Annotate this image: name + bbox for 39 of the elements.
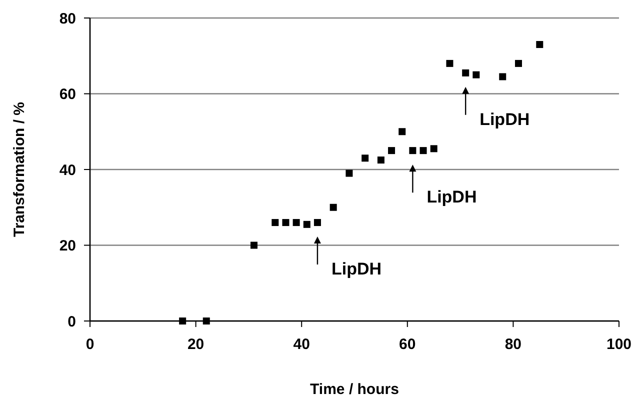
- point: [388, 147, 396, 154]
- point: [250, 242, 258, 249]
- y-tick-label: 40: [59, 162, 76, 179]
- x-tick-label: 0: [86, 336, 94, 353]
- point: [499, 73, 506, 80]
- point: [282, 219, 290, 226]
- y-tick-label: 0: [68, 313, 76, 330]
- annotation: LipDH: [331, 260, 382, 279]
- point: [409, 147, 416, 154]
- y-axis-title: Transformation / %: [11, 102, 28, 238]
- point: [472, 71, 480, 78]
- point: [202, 318, 210, 324]
- x-tick-label: 80: [504, 336, 522, 353]
- point: [272, 219, 279, 226]
- x-tick-label: 40: [293, 336, 310, 353]
- y-tick-label: 20: [59, 238, 76, 254]
- point: [420, 147, 427, 154]
- point: [303, 220, 310, 228]
- point: [346, 170, 353, 177]
- y-tick-label: 80: [59, 10, 76, 28]
- x-axis-title: Time / hours: [310, 381, 399, 398]
- y-tick-label: 60: [59, 86, 76, 103]
- point: [292, 219, 300, 226]
- point: [462, 69, 470, 76]
- point: [430, 145, 438, 152]
- annotation: LipDH: [480, 110, 530, 129]
- point: [398, 128, 406, 136]
- x-tick-label: 20: [187, 336, 204, 353]
- x-tick-label: 60: [399, 336, 416, 353]
- point: [330, 204, 337, 211]
- point: [377, 156, 384, 164]
- x-tick-label: 100: [606, 336, 632, 353]
- annotation: LipDH: [426, 188, 477, 207]
- point: [179, 318, 186, 324]
- point: [362, 154, 369, 162]
- point: [536, 41, 544, 48]
- point: [446, 60, 454, 67]
- point: [514, 60, 522, 67]
- point: [314, 219, 321, 226]
